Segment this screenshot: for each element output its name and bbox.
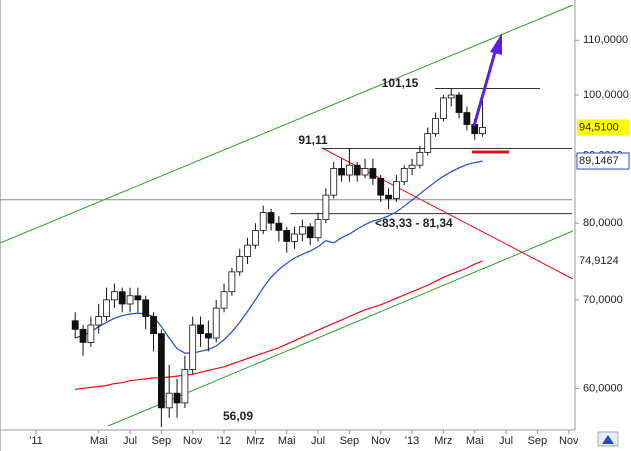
candle-body: [447, 94, 455, 99]
x-tick-label: Jul: [123, 435, 137, 447]
candle-body: [142, 299, 150, 317]
candle-body: [189, 324, 197, 370]
x-tick-label: Mrz: [246, 435, 264, 447]
x-tick-label: Mai: [466, 435, 484, 447]
y-tick-label: 100,0000: [583, 89, 629, 101]
candle-body: [392, 181, 400, 199]
y-tick-label: 70,0000: [583, 294, 623, 306]
candle-body: [408, 164, 416, 169]
candle-body: [157, 333, 165, 409]
candle-body: [87, 324, 95, 343]
candle-body: [463, 112, 471, 125]
moving-average: [75, 260, 483, 390]
annotation: 56,09: [223, 409, 253, 423]
candle-body: [455, 94, 463, 113]
annotation: 101,15: [382, 76, 419, 90]
x-tick-label: Sep: [528, 435, 548, 447]
close-label: 94,5100: [579, 121, 619, 133]
candle-body: [377, 177, 385, 196]
candle-body: [236, 256, 244, 273]
x-tick-label: '11: [29, 435, 43, 447]
x-tick-label: Nov: [371, 435, 391, 447]
x-tick-label: '13: [405, 435, 419, 447]
ma-label: 74,9124: [579, 255, 619, 267]
x-tick-label: Sep: [340, 435, 360, 447]
candle-body: [71, 320, 79, 330]
candle-body: [338, 168, 345, 176]
arrow-head: [490, 33, 502, 55]
close-label-bg: [577, 119, 629, 136]
x-tick-label: Sep: [152, 435, 172, 447]
y-tick-label: 110,0000: [583, 34, 628, 46]
icon-triangle: [602, 435, 614, 444]
channel-upper: [0, 4, 574, 244]
candle-body: [110, 291, 118, 301]
x-tick-label: Mai: [278, 435, 296, 447]
candle-body: [416, 151, 424, 166]
x-tick-label: Nov: [559, 435, 579, 447]
forecast-arrow: [472, 51, 497, 127]
candle-body: [103, 299, 110, 317]
y-tick-label: 80,0000: [583, 217, 623, 229]
candle-body: [291, 233, 298, 242]
candle-body: [361, 168, 369, 176]
candle-body: [259, 212, 267, 231]
candle-body: [479, 127, 486, 135]
candle-body: [212, 307, 220, 339]
plot-area: 101,15 91,11 56,09 <83,33 - 81,34: [0, 76, 572, 428]
candle-body: [118, 291, 126, 305]
annotation: 91,11: [298, 133, 328, 147]
candle-body: [439, 97, 447, 119]
candle-body: [79, 328, 87, 343]
candle-body: [204, 333, 212, 339]
candle-body: [197, 324, 204, 335]
candle-body: [314, 219, 322, 239]
candle-body: [369, 168, 377, 179]
x-tick-label: Nov: [183, 435, 203, 447]
x-tick-label: '12: [217, 435, 231, 447]
x-tick-label: Jul: [311, 435, 325, 447]
y-tick-label: 60,0000: [583, 382, 623, 394]
candle-body: [150, 316, 157, 335]
candle-body: [267, 212, 275, 224]
ma-label-bg: [576, 152, 630, 170]
x-tick-label: Mrz: [434, 435, 452, 447]
corner-icon: [597, 431, 619, 447]
candle-body: [345, 164, 353, 176]
candle-body: [298, 226, 306, 235]
candle-body: [400, 168, 408, 183]
candle-body: [283, 230, 291, 242]
candle-body: [322, 194, 330, 221]
x-tick-label: Mai: [90, 435, 108, 447]
ma-label-bg: [577, 252, 629, 269]
candle-body: [95, 316, 103, 326]
candle-body: [251, 230, 259, 246]
candle-body: [330, 168, 338, 196]
x-tick-label: Jul: [499, 435, 513, 447]
candle-body: [385, 194, 392, 199]
candle-body: [181, 369, 189, 404]
candle-body: [306, 226, 314, 239]
candle-body: [353, 164, 361, 176]
candle-body: [424, 133, 432, 153]
candle-body: [244, 244, 251, 257]
annotation: <83,33 - 81,34: [375, 216, 453, 230]
candle-body: [126, 295, 134, 305]
ma-label: 89,1467: [579, 155, 619, 167]
candle-body: [228, 271, 236, 293]
candle-body: [173, 392, 181, 404]
candle-body: [220, 291, 228, 309]
candle-body: [165, 392, 173, 409]
candle-body: [134, 295, 142, 301]
candle-body: [432, 118, 439, 135]
candle-body: [275, 222, 283, 231]
